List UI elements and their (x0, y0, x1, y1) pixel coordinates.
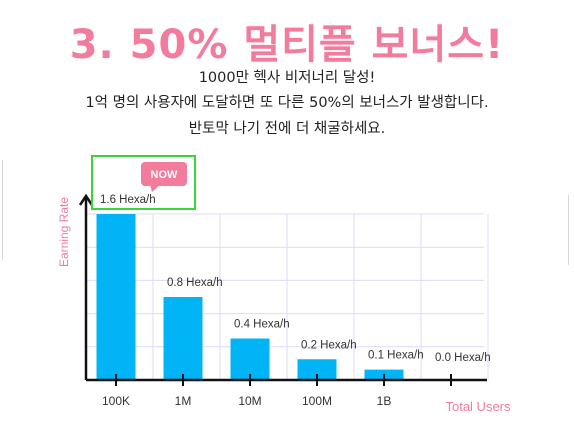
right-edge-divider (568, 195, 569, 265)
y-axis-arrow (78, 193, 94, 206)
description-line-2: 1억 명의 사용자에 도달하면 또 다른 50%의 보너스가 발생합니다. (85, 95, 489, 111)
now-badge-text: NOW (151, 169, 179, 181)
x-tick-label: 1B (377, 394, 392, 408)
description-line-3: 반토막 나기 전에 더 채굴하세요. (188, 121, 386, 137)
chart-axes (78, 193, 487, 382)
left-edge-divider (2, 160, 3, 260)
data-label: 0.8 Hexa/h (167, 277, 223, 289)
x-tick-label: 100M (302, 394, 332, 408)
x-tick-label: 10M (238, 394, 261, 408)
now-badge-bg (141, 162, 187, 186)
description-line-1: 1000만 헥사 비저너리 달성! (198, 70, 376, 86)
x-axis-label: Total Users (445, 399, 511, 414)
chart-data-labels: 1.6 Hexa/h 0.8 Hexa/h 0.4 Hexa/h 0.2 Hexa/h… (100, 194, 491, 364)
bar (163, 297, 203, 380)
current-rate-highlight (91, 155, 196, 210)
y-axis-label: Earning Rate (57, 197, 71, 267)
data-label: 0.0 Hexa/h (435, 352, 491, 364)
now-badge: NOW (141, 162, 187, 192)
chart-bars (96, 214, 404, 380)
data-label: 0.4 Hexa/h (234, 319, 290, 331)
now-badge-pointer (150, 185, 160, 192)
data-label: 0.1 Hexa/h (368, 350, 424, 362)
chart-grid (86, 213, 489, 380)
x-tick-label: 100K (102, 394, 130, 408)
data-label: 0.2 Hexa/h (301, 339, 357, 351)
data-label: 1.6 Hexa/h (100, 194, 156, 206)
page-title: 3. 50% 멀티플 보너스! (69, 22, 505, 68)
bar (297, 359, 337, 380)
bar (96, 214, 136, 380)
x-tick-label: 1M (175, 394, 192, 408)
chart-ticks: 100K 1M 10M 100M 1B (102, 374, 452, 408)
bar (230, 338, 270, 380)
